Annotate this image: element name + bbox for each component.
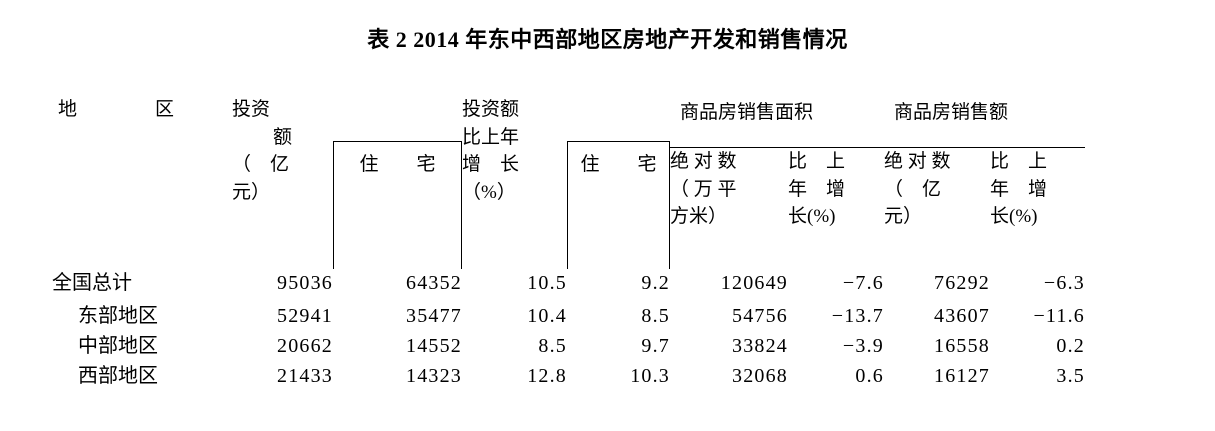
header-sales-area-absolute: 绝 对 数 （ 万 平 方米） [670,151,737,228]
cell-sales-area-absolute: 54756 [732,305,788,327]
cell-sales-value-absolute: 76292 [934,272,990,294]
cell-investment-growth: 10.5 [527,272,567,294]
cell-investment-residential: 64352 [406,272,462,294]
cell-sales-area-growth: −7.6 [842,272,884,294]
cell-sales-value-growth: −11.6 [1033,305,1085,327]
cell-sales-area-absolute: 33824 [732,335,788,357]
cell-sales-value-absolute: 16127 [934,365,990,387]
cell-sales-value-absolute: 43607 [934,305,990,327]
cell-investment-growth: 10.4 [527,305,567,327]
header-sales-value-group-title: 商品房销售额 [884,96,1085,148]
table-row: 东部地区 52941 35477 10.4 8.5 54756 −13.7 43… [52,302,1085,332]
cell-growth-residential: 9.2 [641,272,670,294]
cell-sales-area-growth: −3.9 [842,335,884,357]
statistics-table-wrapper: 地 区 投资 额 （ 亿 元） 住 宅 投资额 [52,96,1085,392]
cell-investment-growth: 12.8 [527,365,567,387]
cell-growth-residential: 8.5 [641,305,670,327]
table-row: 全国总计 95036 64352 10.5 9.2 120649 −7.6 76… [52,269,1085,302]
cell-investment-amount: 95036 [277,272,333,294]
cell-sales-value-growth: 0.2 [1056,335,1085,357]
header-sales-area-group-cell: 商品房销售面积 绝 对 数 （ 万 平 方米） 比 上 [670,96,884,269]
table-row: 西部地区 21433 14323 12.8 10.3 32068 0.6 161… [52,362,1085,392]
cell-sales-value-growth: −6.3 [1043,272,1085,294]
cell-sales-area-absolute: 120649 [720,272,788,294]
header-sales-value-growth: 比 上 年 增 长(%) [990,151,1048,228]
cell-sales-area-growth: −13.7 [831,305,884,327]
cell-region: 中部地区 [78,335,158,357]
cell-growth-residential: 9.7 [641,335,670,357]
header-region: 地 区 [58,99,174,120]
cell-growth-residential: 10.3 [630,365,670,387]
header-sales-value-group-cell: 商品房销售额 绝 对 数 （ 亿 元） 比 上 年 增 [884,96,1085,269]
table-row: 中部地区 20662 14552 8.5 9.7 33824 −3.9 1655… [52,332,1085,362]
cell-region: 西部地区 [78,365,158,387]
cell-investment-amount: 21433 [277,365,333,387]
cell-investment-amount: 20662 [277,335,333,357]
header-sales-area-growth: 比 上 年 增 长(%) [788,151,846,228]
cell-investment-residential: 14552 [406,335,462,357]
cell-sales-area-absolute: 32068 [732,365,788,387]
header-investment-residential: 住 宅 [333,96,462,269]
cell-investment-amount: 52941 [277,305,333,327]
cell-investment-growth: 8.5 [538,335,567,357]
header-investment-amount: 投资 额 （ 亿 元） [232,99,292,203]
header-sales-value-absolute: 绝 对 数 （ 亿 元） [884,151,951,228]
cell-investment-residential: 35477 [406,305,462,327]
cell-region: 东部地区 [78,305,158,327]
cell-sales-value-growth: 3.5 [1056,365,1085,387]
cell-region: 全国总计 [52,272,132,294]
header-growth-residential: 住 宅 [567,96,670,269]
cell-sales-area-growth: 0.6 [855,365,884,387]
header-investment-growth: 投资额 比上年 增 长 （%） [462,99,520,203]
header-sales-area-group-title: 商品房销售面积 [670,96,884,148]
page-title: 表 2 2014 年东中西部地区房地产开发和销售情况 [367,27,848,52]
cell-sales-value-absolute: 16558 [934,335,990,357]
table-header-row: 地 区 投资 额 （ 亿 元） 住 宅 投资额 [52,96,1085,269]
statistics-table: 地 区 投资 额 （ 亿 元） 住 宅 投资额 [52,96,1085,392]
header-investment-residential-box: 住 宅 [333,141,462,269]
cell-investment-residential: 14323 [406,365,462,387]
header-growth-residential-box: 住 宅 [567,141,670,269]
